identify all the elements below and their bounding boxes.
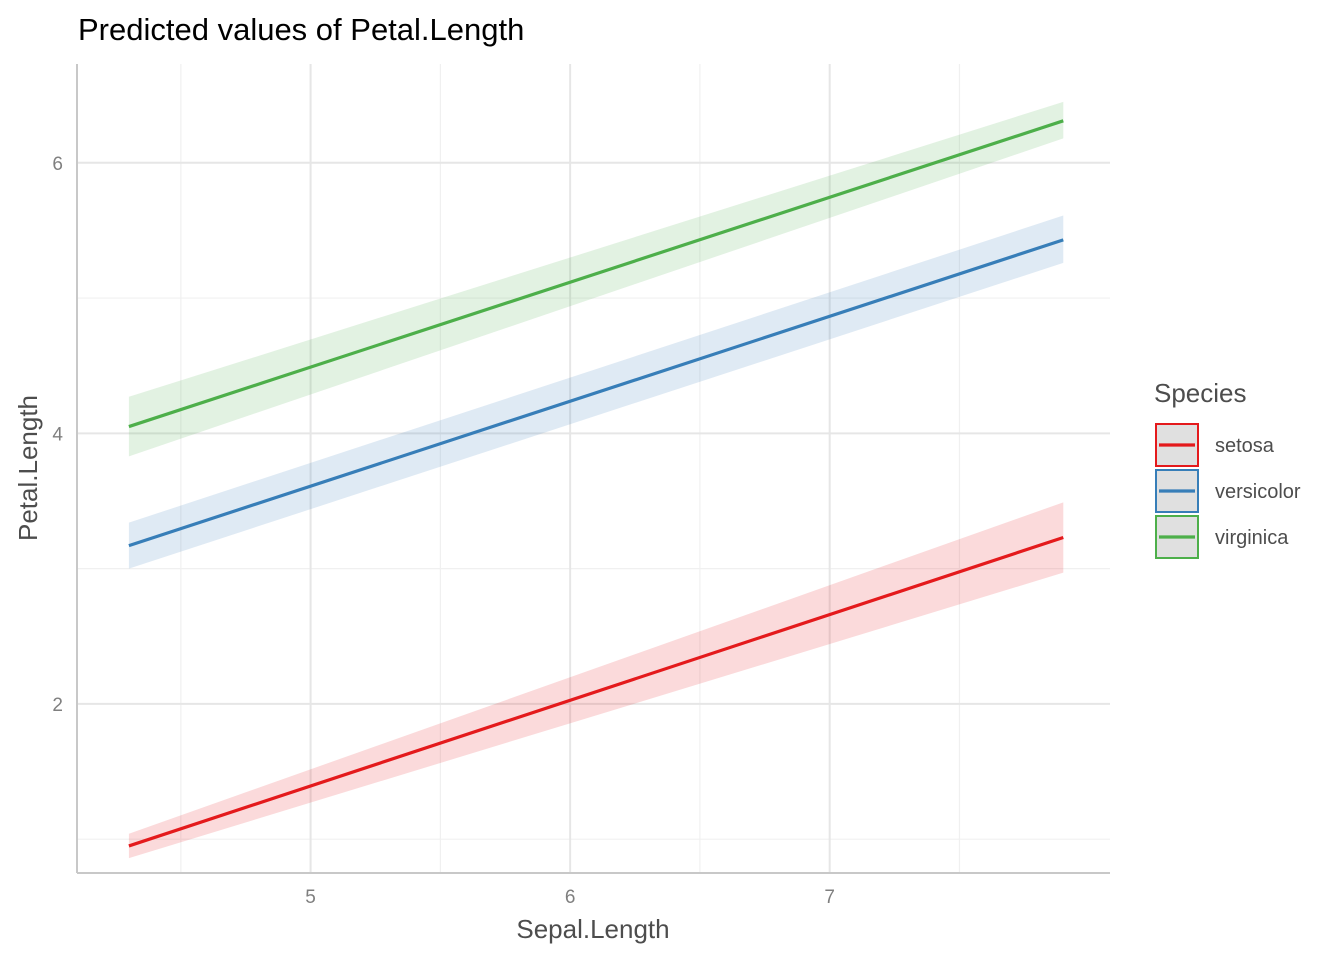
x-tick-label: 7	[824, 887, 835, 908]
legend-title: Species	[1154, 378, 1247, 408]
x-axis-title: Sepal.Length	[516, 914, 669, 944]
chart-title: Predicted values of Petal.Length	[78, 12, 524, 47]
confidence-bands	[128, 101, 1064, 859]
x-tick-label: 6	[565, 887, 576, 908]
x-tick-label: 5	[305, 887, 316, 908]
legend-label-versicolor: versicolor	[1215, 481, 1301, 503]
y-tick-label: 6	[52, 154, 63, 175]
y-axis-title: Petal.Length	[13, 395, 43, 541]
series-line-virginica	[128, 119, 1064, 429]
tick-labels: 5 6 7 2 4 6	[52, 154, 835, 908]
grid	[77, 64, 1110, 873]
legend-label-setosa: setosa	[1215, 435, 1275, 457]
y-tick-label: 2	[52, 695, 63, 716]
y-tick-label: 4	[52, 424, 63, 445]
legend: setosa versicolor virginica	[1155, 423, 1301, 559]
series-line-setosa	[128, 535, 1064, 848]
series-lines	[128, 119, 1064, 848]
series-line-versicolor	[128, 238, 1064, 548]
ci-band-setosa	[128, 502, 1064, 859]
legend-label-virginica: virginica	[1215, 527, 1289, 549]
ci-band-virginica	[128, 101, 1064, 457]
